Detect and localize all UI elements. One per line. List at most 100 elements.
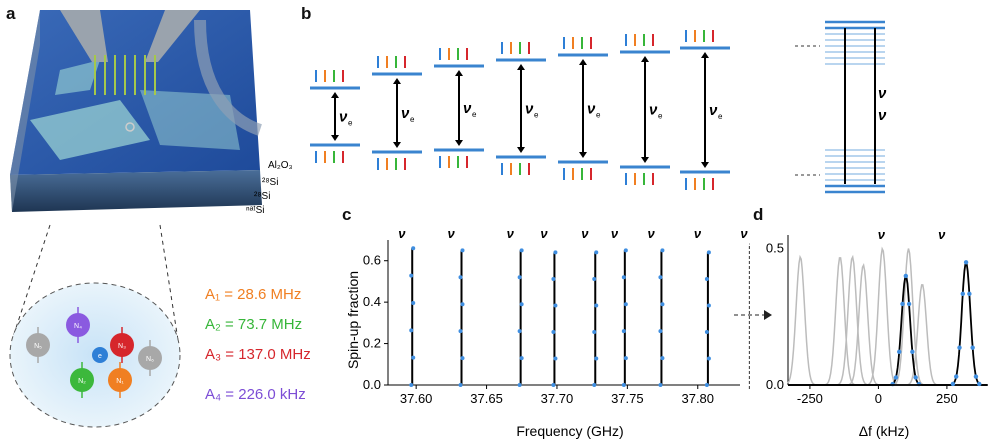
d-point-1-3 — [960, 291, 965, 297]
c-xlabel: Frequency (GHz) — [516, 423, 623, 439]
d-ytick-label-0: 0.0 — [766, 377, 784, 392]
c-ylabel: Spin-up fraction — [345, 271, 361, 369]
d-point-0-7 — [913, 375, 918, 380]
c-point-6-0 — [658, 383, 663, 387]
d-peak-label-0: ν — [878, 227, 886, 242]
c-ytick-label-3: 0.6 — [363, 253, 381, 268]
nucleus-label-4: N₅ — [34, 343, 42, 350]
c-point-0-4 — [409, 273, 414, 278]
nucleus-6 — [92, 347, 108, 363]
nu-label-1: ν — [401, 105, 410, 122]
d-xtick-label-0: -250 — [797, 391, 823, 406]
d-point-1-8 — [977, 381, 982, 387]
nu-label-2: ν — [463, 100, 472, 117]
c-point-0-3 — [411, 300, 416, 305]
nu-label-0: ν — [339, 109, 348, 126]
transition-head-up-3 — [517, 64, 525, 70]
c-point-1-3 — [460, 302, 465, 307]
c-point-1-5 — [460, 248, 465, 253]
hyperfine-a3: A₃ = 137.0 MHz — [205, 346, 311, 363]
c-point-2-4 — [517, 275, 522, 280]
c-peak-label-6: ν — [647, 226, 655, 241]
transition-head-down-6 — [701, 162, 709, 168]
device-render: Al₂O₃ ²⁸Si ²⁸Si ⁿᵃᵗSi — [10, 10, 293, 216]
d-point-0-1 — [893, 375, 899, 380]
c-ytick-label-1: 0.2 — [363, 336, 381, 351]
nu-label-6: ν — [709, 102, 718, 119]
c-point-2-0 — [517, 383, 522, 387]
transition-head-up-0 — [331, 92, 339, 98]
transition-head-down-2 — [455, 140, 463, 146]
d-point-1-5 — [967, 291, 972, 297]
transition-head-up-6 — [701, 52, 709, 58]
c-peak-label-0: ν — [398, 226, 406, 241]
d-peak-label-1: ν — [938, 227, 946, 242]
c-point-3-1 — [553, 356, 558, 361]
c-point-5-2 — [621, 329, 626, 334]
c-point-1-2 — [458, 329, 463, 334]
zoom-arrow — [734, 310, 772, 320]
nu-label-5: ν — [649, 102, 658, 119]
c-point-6-1 — [660, 356, 665, 361]
c-point-7-5 — [706, 250, 711, 255]
c-peak-label-1: ν — [448, 226, 456, 241]
d-point-1-6 — [970, 345, 975, 350]
nu-sub-2: e — [472, 110, 477, 119]
transition-head-down-1 — [393, 142, 401, 148]
c-point-4-3 — [594, 303, 599, 308]
transition-head-up-5 — [641, 56, 649, 62]
c-ytick-label-2: 0.4 — [363, 294, 381, 309]
c-point-7-1 — [706, 356, 711, 361]
hyperfine-a1: A₁ = 28.6 MHz — [205, 286, 302, 303]
c-point-3-4 — [551, 276, 556, 281]
nu-sub-1: e — [410, 115, 415, 124]
c-xtick-label-2: 37.70 — [541, 391, 574, 406]
c-point-5-3 — [623, 302, 628, 307]
c-point-5-4 — [621, 275, 626, 280]
label-al2o3: Al₂O₃ — [268, 160, 293, 171]
c-xtick-label-3: 37.75 — [611, 391, 644, 406]
d-xtick-label-1: 0 — [875, 391, 882, 406]
c-point-5-1 — [623, 356, 628, 361]
c-point-7-3 — [706, 303, 711, 308]
d-point-1-4 — [963, 260, 969, 265]
c-peak-label-3: ν — [540, 226, 548, 241]
c-point-5-5 — [623, 248, 628, 253]
c-point-3-3 — [553, 303, 558, 308]
d-point-0-4 — [903, 273, 909, 279]
c-peak-label-2: ν — [507, 226, 515, 241]
c-point-1-1 — [460, 356, 465, 361]
d-xtick-label-2: 250 — [936, 391, 958, 406]
c-point-5-0 — [621, 383, 626, 387]
transition-head-up-2 — [455, 70, 463, 76]
c-point-7-4 — [704, 276, 709, 281]
transition-head-down-0 — [331, 135, 339, 141]
label-natsi: ⁿᵃᵗSi — [246, 205, 264, 216]
c-point-6-3 — [660, 302, 665, 307]
c-point-2-5 — [519, 248, 524, 253]
c-peak-label-7: ν — [694, 226, 702, 241]
d-ytick-label-1: 0.5 — [766, 241, 784, 256]
label-si28-top: ²⁸Si — [262, 177, 278, 188]
d-point-1-7 — [973, 374, 979, 379]
panel-letter-c: c — [342, 205, 352, 224]
d-point-0-6 — [910, 349, 915, 355]
c-point-7-0 — [704, 383, 709, 387]
zoom-chart: -250 0 250 0.0 0.5 ν ν Δf (kHz) — [766, 227, 988, 439]
transition-head-down-3 — [517, 147, 525, 153]
c-point-7-2 — [704, 329, 709, 334]
panel-letter-d: d — [753, 205, 764, 224]
nu-label-manifold-1: ν — [878, 85, 887, 102]
nucleus-label-1: N₂ — [78, 378, 86, 385]
d-point-0-2 — [897, 349, 902, 355]
spectrum-chart: 37.60 37.65 37.70 37.75 37.80 0.0 0.2 0.4 0.6 ν ν ν… — [345, 226, 750, 439]
c-point-6-5 — [660, 248, 665, 253]
energy-level-diagram: ν eν eν e ν e ν e ν e ν eνν — [310, 20, 887, 194]
c-peak-label-5: ν — [611, 226, 619, 241]
nu-label-3: ν — [525, 101, 534, 118]
nucleus-label-5: N₆ — [146, 356, 154, 363]
c-point-2-2 — [517, 329, 522, 334]
c-peak-label-4: ν — [581, 226, 589, 241]
nucleus-label-6: e — [98, 353, 102, 360]
label-si28: ²⁸Si — [254, 191, 270, 202]
